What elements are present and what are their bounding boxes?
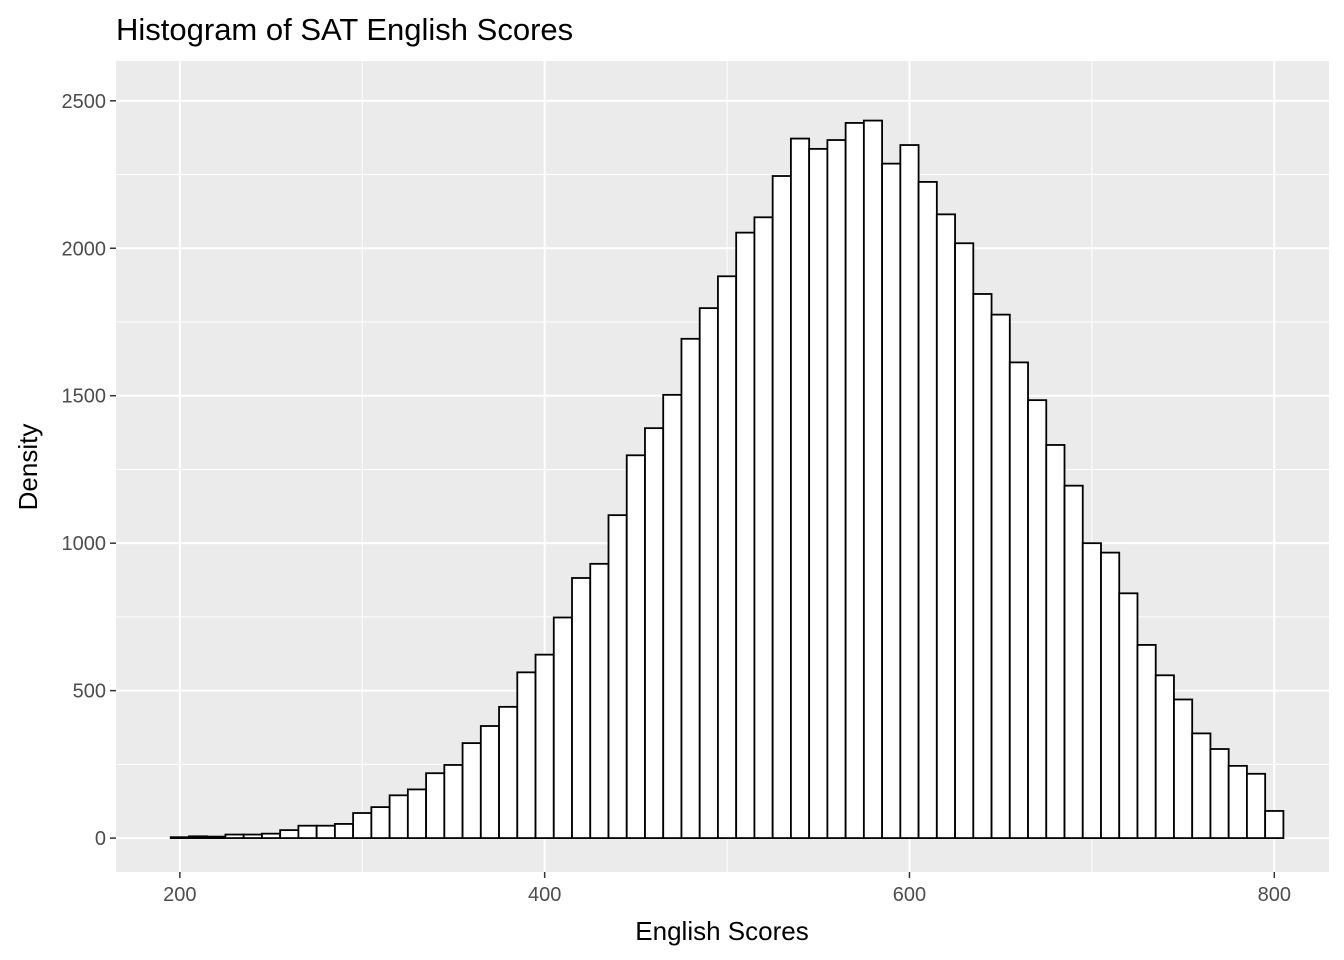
histogram-bar	[899, 144, 920, 839]
histogram-bar	[1008, 361, 1029, 839]
histogram-bar	[279, 829, 300, 839]
x-tick-label: 400	[528, 884, 561, 906]
histogram-bar	[990, 313, 1011, 839]
histogram-bar	[443, 764, 464, 839]
histogram-bar	[1063, 484, 1084, 839]
y-axis: 0 500 1000 1500 2000 2500	[62, 91, 116, 850]
histogram-bar	[935, 213, 956, 839]
histogram-bar	[862, 119, 884, 839]
histogram-bar	[1100, 551, 1121, 839]
histogram-bar	[206, 835, 227, 839]
histogram-bar	[169, 836, 190, 839]
histogram-bar	[662, 393, 683, 839]
chart-title: Histogram of SAT English Scores	[116, 12, 573, 47]
histogram-bar	[917, 181, 938, 839]
histogram-bar	[808, 147, 829, 839]
histogram-bar	[680, 337, 701, 839]
histogram-bar	[790, 137, 811, 839]
histogram-bar	[1154, 674, 1175, 839]
histogram-bar	[333, 823, 355, 839]
histogram-bar	[315, 824, 336, 839]
histogram-bar	[1136, 644, 1157, 839]
histogram-bar	[388, 794, 409, 839]
histogram-bar	[516, 671, 537, 839]
histogram-bar	[954, 242, 975, 839]
histogram-bar	[1045, 444, 1066, 839]
histogram-bar	[297, 824, 318, 839]
histogram-bars	[169, 119, 1285, 839]
y-tick-label: 1500	[62, 386, 107, 408]
y-tick-label: 0	[95, 828, 106, 850]
histogram-bar	[1264, 810, 1285, 839]
x-tick-label: 600	[893, 884, 926, 906]
x-tick-label: 800	[1258, 884, 1291, 906]
histogram-bar	[771, 175, 792, 839]
y-tick-label: 2500	[62, 91, 107, 113]
histogram-bar	[461, 742, 482, 839]
y-tick-label: 500	[73, 681, 106, 703]
x-axis: 200 400 600 800	[163, 872, 1291, 906]
histogram-bar	[1209, 748, 1230, 839]
histogram-bar	[625, 454, 646, 839]
histogram-bar	[1227, 764, 1248, 839]
histogram-bar	[1081, 542, 1102, 839]
histogram-bar	[479, 725, 500, 839]
histogram-bar	[1118, 592, 1139, 839]
histogram-bar	[370, 806, 391, 839]
histogram-bar	[717, 275, 738, 839]
histogram-bar	[425, 772, 446, 839]
y-tick-label: 2000	[62, 238, 107, 260]
histogram-bar	[753, 216, 774, 839]
histogram-bar	[844, 122, 865, 839]
histogram-bar	[571, 577, 592, 839]
histogram-bar	[498, 705, 519, 839]
histogram-bar	[1027, 399, 1048, 839]
x-tick-label: 200	[163, 884, 196, 906]
histogram-bar	[735, 231, 756, 839]
histogram-bar	[698, 307, 719, 839]
y-axis-title: Density	[13, 424, 43, 511]
x-axis-title: English Scores	[635, 916, 808, 946]
histogram-bar	[352, 812, 373, 839]
histogram-bar	[589, 562, 610, 839]
histogram-bar	[224, 833, 245, 839]
histogram-bar	[1173, 698, 1194, 839]
histogram-bar	[552, 616, 573, 839]
histogram-bar	[242, 833, 263, 839]
histogram-bar	[1246, 772, 1267, 839]
histogram-bar	[644, 427, 665, 839]
histogram-bar	[881, 162, 902, 839]
histogram-bar	[607, 514, 628, 839]
histogram-bar	[826, 139, 847, 839]
histogram-bar	[406, 788, 427, 839]
histogram-bar	[188, 835, 209, 839]
histogram-bar	[972, 293, 993, 839]
histogram-bar	[261, 832, 282, 839]
y-tick-label: 1000	[62, 533, 107, 555]
histogram-bar	[1191, 732, 1212, 839]
histogram-bar	[534, 653, 555, 839]
